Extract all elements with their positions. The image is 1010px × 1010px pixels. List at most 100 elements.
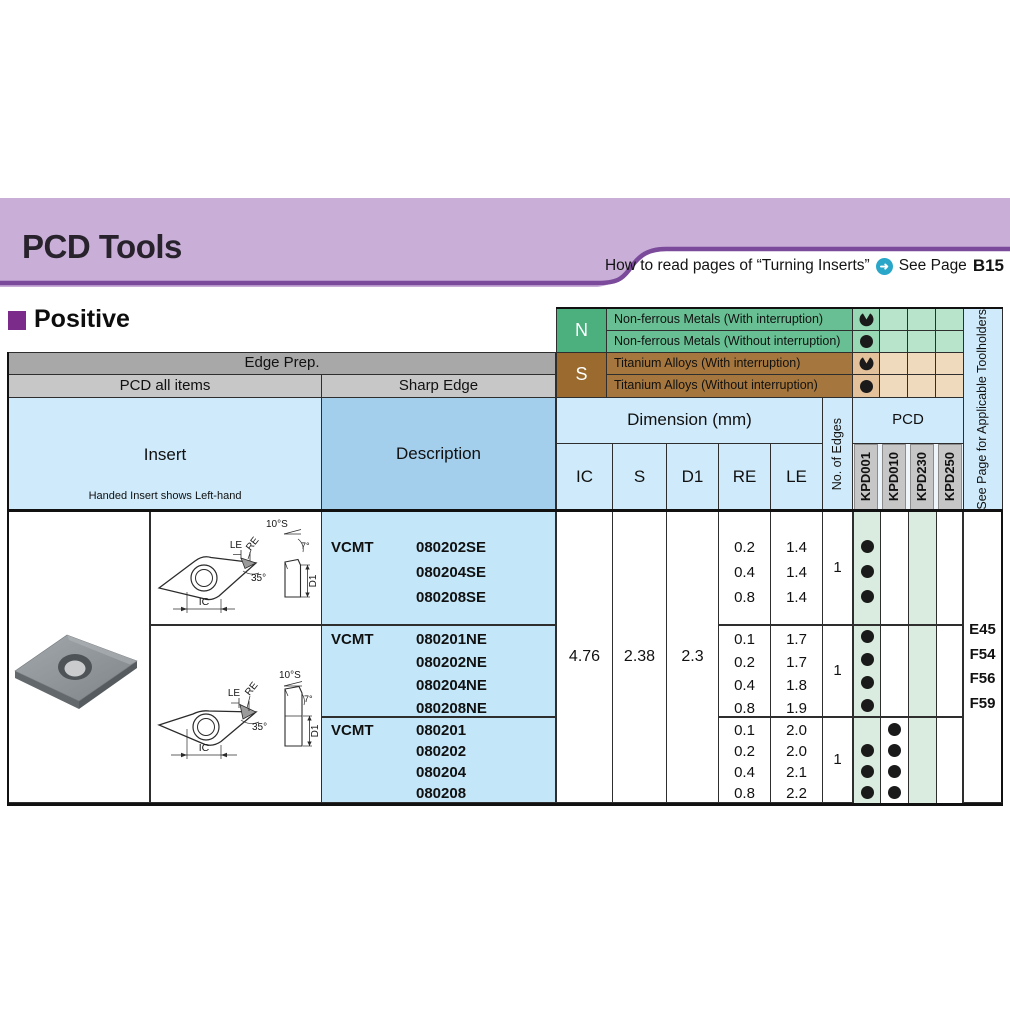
application-row-label: Non-ferrous Metals (Without interruption… <box>606 330 853 353</box>
grade-dot <box>861 630 874 643</box>
col-header-re: RE <box>718 443 771 511</box>
re-value: 0.1 <box>734 631 755 648</box>
page-title: PCD Tools <box>22 228 182 265</box>
grade-dot <box>861 676 874 689</box>
re-group: 0.1 0.2 0.4 0.8 <box>718 625 771 717</box>
re-value: 0.2 <box>734 743 755 760</box>
grade-column-kpd230 <box>908 511 936 803</box>
item-number: 080202 <box>416 743 467 760</box>
with-interruption-icon <box>859 357 873 371</box>
grade-dot <box>861 653 874 666</box>
grade-dot <box>888 744 901 757</box>
without-interruption-icon <box>859 379 873 393</box>
re-value: 0.4 <box>734 564 755 581</box>
label-le: LE <box>228 688 241 699</box>
application-empty-cell <box>907 352 936 375</box>
insert-drawing-se: LE RE 35° 10°S 7° D1 IC <box>150 511 322 625</box>
application-row-label: Non-ferrous Metals (With interruption) <box>606 308 853 331</box>
label-ic: IC <box>199 596 210 608</box>
brand: VCMT <box>331 539 374 556</box>
insert-drawing-ne: LE RE 35° 10°S 7° D1 IC <box>150 625 322 803</box>
d1-value: 2.3 <box>666 511 719 803</box>
label-ic: IC <box>199 742 210 754</box>
ic-value: 4.76 <box>556 511 613 803</box>
howto-note: How to read pages of “Turning Inserts” ➜… <box>605 256 1004 276</box>
section-title: Positive <box>34 305 130 333</box>
see-page-column-header: See Page for Applicable Toolholders <box>963 308 1003 511</box>
item-number: 080208NE <box>416 700 487 717</box>
table-bottom-rule <box>8 803 1003 806</box>
le-value: 1.9 <box>786 700 807 717</box>
col-header-d1: D1 <box>666 443 719 511</box>
toolholder-page-ref[interactable]: F54 <box>969 645 996 663</box>
grade-dot <box>861 540 874 553</box>
description-group-ne: VCMT 080201NE 080202NE 080204NE 080208NE <box>321 625 556 717</box>
grade-column-kpd001 <box>853 511 880 803</box>
see-page-ref[interactable]: B15 <box>972 256 1004 275</box>
application-empty-cell <box>935 308 964 331</box>
label-35: 35° <box>251 573 266 584</box>
le-group: 2.0 2.0 2.1 2.2 <box>770 717 823 803</box>
le-value: 1.8 <box>786 677 807 694</box>
see-page-label: See Page <box>898 257 967 274</box>
description-header-cell: Description <box>321 397 556 511</box>
grade-dot <box>888 786 901 799</box>
item-number: 080202NE <box>416 654 487 671</box>
grade-header-kpd250: KPD250 <box>938 444 962 510</box>
application-empty-cell <box>879 374 908 398</box>
brand: VCMT <box>331 631 374 648</box>
pcd-header: PCD <box>852 397 964 444</box>
label-7: 7° <box>301 541 310 551</box>
toolholder-page-ref[interactable]: F56 <box>969 670 996 687</box>
application-empty-cell <box>879 352 908 375</box>
technical-drawing: LE RE 35° 10°S 7° D1 IC <box>157 670 321 759</box>
re-value: 0.8 <box>734 589 755 606</box>
application-dot-cell <box>852 308 880 331</box>
le-value: 2.0 <box>786 722 807 739</box>
label-le: LE <box>230 540 243 551</box>
header-notch-curve <box>0 246 1010 287</box>
no-of-edges-header: No. of Edges <box>822 397 853 511</box>
grade-header-kpd230: KPD230 <box>910 444 934 510</box>
workpiece-group-s: S <box>556 352 607 398</box>
edges-group: 1 <box>822 717 853 803</box>
grade-dot <box>888 765 901 778</box>
technical-drawing: LE RE 35° 10°S 7° D1 IC <box>157 519 319 613</box>
le-value: 1.7 <box>786 631 807 648</box>
label-7: 7° <box>304 694 313 704</box>
application-row-label: Titanium Alloys (Without interruption) <box>606 374 853 398</box>
howto-text: How to read pages of “Turning Inserts” <box>604 257 870 274</box>
le-value: 2.2 <box>786 785 807 802</box>
grade-dot <box>861 744 874 757</box>
application-empty-cell <box>935 330 964 353</box>
le-value: 1.4 <box>786 539 807 556</box>
le-value: 2.1 <box>786 764 807 781</box>
grade-dot <box>861 565 874 578</box>
application-empty-cell <box>935 352 964 375</box>
edges-group: 1 <box>822 511 853 625</box>
insert-photo-cell <box>8 511 150 803</box>
item-number: 080201NE <box>416 631 487 648</box>
col-header-ic: IC <box>556 443 613 511</box>
toolholder-page-ref[interactable]: F59 <box>969 694 996 712</box>
brand: VCMT <box>331 722 374 739</box>
section-bullet-square <box>8 311 26 330</box>
grade-column-kpd250 <box>936 511 963 803</box>
s-value: 2.38 <box>612 511 667 803</box>
grade-header-kpd001: KPD001 <box>854 444 878 510</box>
re-value: 0.8 <box>734 700 755 717</box>
edges-group: 1 <box>822 625 853 717</box>
toolholder-page-ref[interactable]: E45 <box>969 621 996 638</box>
with-interruption-icon <box>859 313 873 327</box>
insert-header-cell: Insert Handed Insert shows Left-hand <box>8 397 322 511</box>
insert-photo <box>14 634 138 709</box>
handed-insert-note: Handed Insert shows Left-hand <box>88 490 242 502</box>
application-empty-cell <box>879 330 908 353</box>
header-band: PCD Tools <box>0 198 1010 287</box>
col-header-s: S <box>612 443 667 511</box>
edge-prep-header: Edge Prep. <box>8 352 556 375</box>
grade-dot <box>861 699 874 712</box>
re-value: 0.4 <box>734 764 755 781</box>
re-value: 0.2 <box>734 539 755 556</box>
